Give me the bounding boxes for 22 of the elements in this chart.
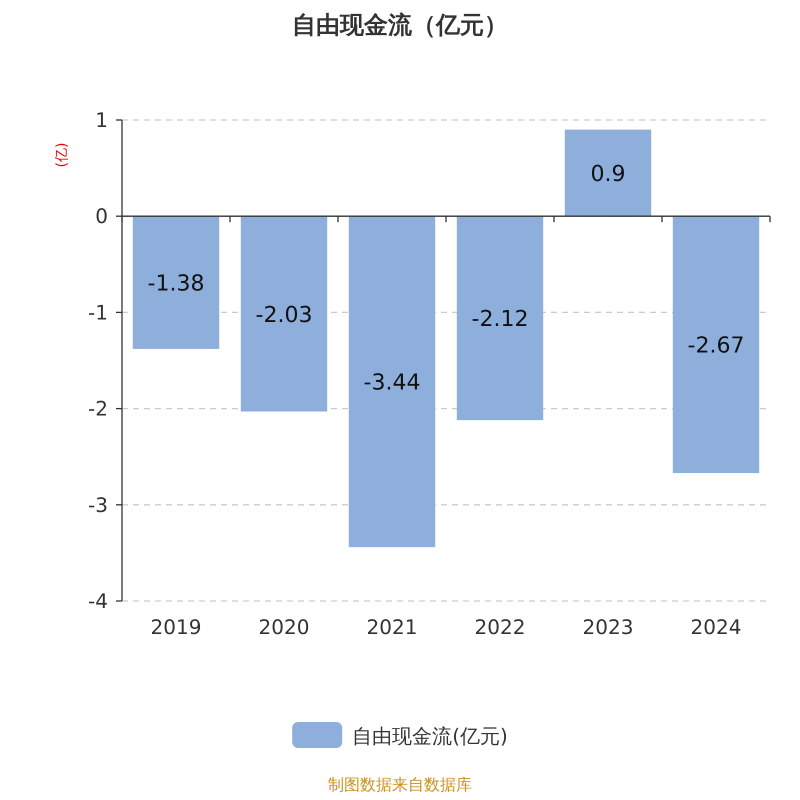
legend-label: 自由现金流(亿元) [352, 724, 508, 748]
x-tick-label: 2019 [150, 615, 202, 639]
data-label: -2.67 [688, 334, 744, 359]
data-label: -2.03 [256, 302, 312, 328]
x-tick-label: 2024 [690, 615, 742, 639]
y-tick-label: -1 [88, 300, 108, 324]
data-label: -2.12 [472, 307, 528, 332]
data-label: 0.9 [590, 162, 626, 187]
x-tick-label: 2022 [474, 615, 526, 639]
y-tick-label: 1 [95, 108, 108, 132]
chart-title: 自由现金流（亿元） [292, 11, 508, 39]
data-label: -1.38 [148, 272, 204, 297]
x-tick-label: 2023 [582, 615, 634, 639]
y-tick-label: 0 [95, 204, 108, 228]
y-tick-label: -4 [88, 589, 108, 613]
x-tick-label: 2020 [258, 615, 310, 639]
y-tick-label: -3 [88, 492, 108, 517]
y-tick-label: -2 [88, 396, 108, 421]
y-axis-title: (亿) [54, 142, 70, 168]
data-label: -3.44 [364, 370, 420, 396]
x-tick-label: 2021 [366, 615, 418, 639]
text: 制图数据来自数据库 [328, 775, 472, 794]
